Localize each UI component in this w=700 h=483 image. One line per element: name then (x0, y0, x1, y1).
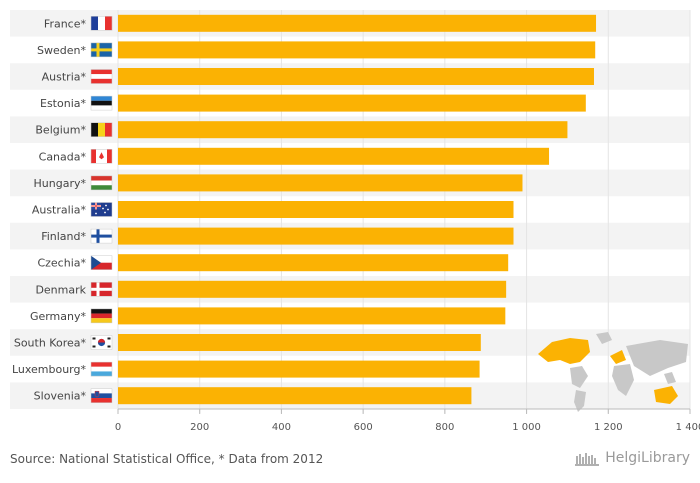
bar-canada (118, 147, 550, 165)
bar-czechia (118, 254, 509, 272)
flag-belgium-icon (90, 122, 113, 137)
map-region (610, 350, 626, 364)
library-icon (575, 453, 600, 466)
map-region (664, 372, 676, 384)
flag-slovenia-icon (90, 388, 113, 403)
brand-logo[interactable]: HelgiLibrary (575, 450, 690, 466)
bar-germany (118, 307, 506, 325)
flag-luxembourg-icon (90, 361, 113, 377)
category-label: France* (44, 17, 87, 30)
map-region (654, 386, 678, 404)
flag-hungary-icon (90, 175, 113, 191)
flag-france-icon (90, 16, 113, 31)
category-label: Finland* (41, 230, 86, 243)
map-region (626, 340, 688, 376)
flag-australia-icon (90, 202, 113, 217)
flag-south-korea-icon (90, 335, 113, 350)
bar-chart: 0 200 400 600 800 1 000 1 200 1 400 France* Swede… (10, 10, 700, 433)
category-label: Canada* (39, 150, 87, 163)
flag-czechia-icon (90, 255, 113, 270)
source-note: Source: National Statistical Office, * D… (10, 452, 324, 466)
map-region (596, 332, 612, 344)
flag-denmark-icon (90, 282, 113, 297)
bar-sweden (118, 41, 596, 59)
category-label: South Korea* (14, 337, 87, 350)
bar-denmark (118, 280, 507, 298)
category-label: Belgium* (35, 124, 86, 137)
bar-austria (118, 68, 594, 85)
x-tick-label: 600 (354, 422, 373, 433)
bar-hungary (118, 174, 523, 192)
x-tick-label: 1 200 (594, 422, 623, 433)
flag-germany-icon (90, 308, 113, 324)
map-region (538, 338, 590, 364)
category-label: Luxembourg* (12, 363, 87, 376)
x-tick-label: 0 (115, 422, 121, 433)
category-label: Estonia* (40, 97, 86, 110)
map-region (570, 366, 588, 388)
map-region (612, 364, 634, 396)
bar-finland (118, 227, 514, 245)
x-tick-label: 800 (435, 422, 454, 433)
category-label: Denmark (35, 283, 86, 296)
category-label: Australia* (32, 204, 87, 217)
x-tick-label: 1 000 (512, 422, 541, 433)
bar-luxembourg (118, 360, 480, 378)
category-label: Austria* (42, 71, 87, 84)
x-tick-label: 1 400 (676, 422, 700, 433)
x-tick-label: 400 (272, 422, 291, 433)
brand-name: HelgiLibrary (605, 450, 690, 466)
x-tick-label: 200 (190, 422, 209, 433)
flag-estonia-icon (90, 95, 113, 111)
bar-france (118, 14, 597, 32)
map-region (574, 390, 586, 412)
bar-australia (118, 201, 514, 218)
flag-canada-icon (90, 149, 113, 164)
bar-south-korea (118, 334, 481, 351)
flag-finland-icon (90, 228, 113, 244)
category-label: Sweden* (37, 44, 86, 57)
category-label: Czechia* (37, 257, 86, 270)
category-label: Germany* (30, 310, 87, 323)
category-label: Slovenia* (34, 390, 87, 403)
bar-belgium (118, 121, 568, 139)
flag-austria-icon (90, 69, 113, 84)
world-map-icon (538, 332, 688, 412)
flag-sweden-icon (90, 42, 113, 58)
bar-estonia (118, 94, 586, 112)
category-label: Hungary* (34, 177, 87, 190)
bar-slovenia (118, 387, 472, 405)
